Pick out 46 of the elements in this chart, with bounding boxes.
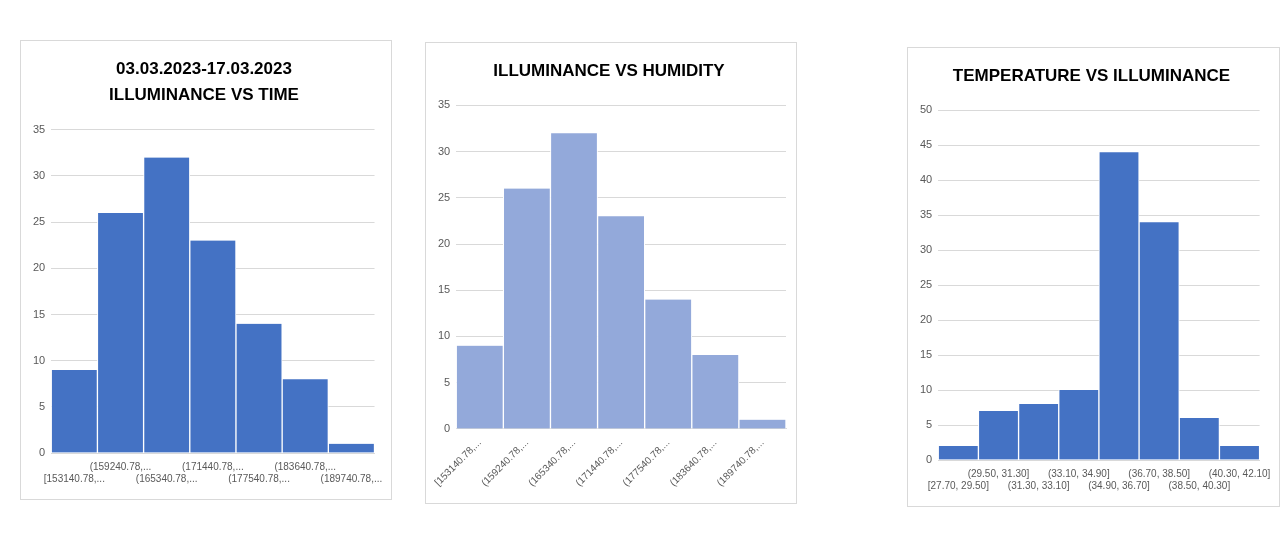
y-tick-label: 35 (919, 208, 933, 221)
y-tick-label: 20 (32, 261, 46, 274)
chart-subtitle: ILLUMINANCE VS TIME (109, 85, 299, 105)
y-tick-label: 5 (444, 375, 451, 388)
y-tick-label: 30 (437, 144, 451, 157)
chart-title: 03.03.2023-17.03.2023 (116, 58, 292, 78)
x-tick-label: (36.70, 38.50] (1128, 467, 1191, 479)
x-tick-label: [153140.78,... (43, 472, 105, 484)
y-tick-label: 45 (919, 138, 933, 151)
chart-title: ILLUMINANCE VS HUMIDITY (493, 60, 726, 80)
x-tick-label: (171440.78,... (182, 460, 244, 472)
y-tick-label: 5 (926, 418, 933, 431)
y-tick-label: 20 (919, 313, 933, 326)
y-tick-label: 0 (39, 446, 46, 459)
chart-title: TEMPERATURE VS ILLUMINANCE (952, 65, 1231, 85)
y-tick-label: 15 (32, 307, 46, 320)
x-tick-label: (31.30, 33.10] (1007, 479, 1070, 491)
x-tick-label: (189740.78,... (320, 472, 383, 484)
y-tick-label: 30 (32, 169, 46, 181)
y-tick-label: 0 (444, 421, 451, 434)
y-tick-label: 10 (32, 353, 46, 366)
y-tick-label: 10 (437, 329, 451, 342)
x-tick-label: (165340.78,... (135, 472, 198, 484)
y-tick-label: 50 (919, 103, 933, 116)
y-tick-label: 10 (919, 383, 933, 396)
y-tick-label: 25 (32, 215, 46, 228)
x-tick-label: (33.10, 34.90] (1047, 467, 1110, 479)
y-tick-label: 30 (919, 243, 933, 256)
y-tick-label: 40 (919, 173, 933, 186)
x-tick-label: (159240.78,... (89, 460, 152, 472)
x-tick-label: (183640.78,... (274, 460, 337, 472)
x-tick-label: (34.90, 36.70] (1088, 479, 1151, 491)
y-tick-label: 25 (437, 190, 451, 203)
y-tick-label: 25 (919, 278, 933, 291)
y-tick-label: 5 (39, 399, 46, 412)
y-tick-label: 20 (437, 237, 451, 250)
x-tick-label: (38.50, 40.30] (1168, 479, 1231, 491)
x-tick-label: (29.50, 31.30] (967, 467, 1030, 479)
y-tick-label: 35 (437, 98, 451, 111)
y-tick-label: 0 (926, 453, 933, 466)
x-tick-label: (177540.78,... (228, 472, 290, 484)
x-tick-label: [27.70, 29.50] (927, 479, 990, 491)
x-tick-label: (40.30, 42.10] (1208, 467, 1271, 479)
y-tick-label: 15 (919, 348, 933, 361)
y-tick-label: 35 (32, 122, 46, 135)
y-tick-label: 15 (437, 283, 451, 296)
